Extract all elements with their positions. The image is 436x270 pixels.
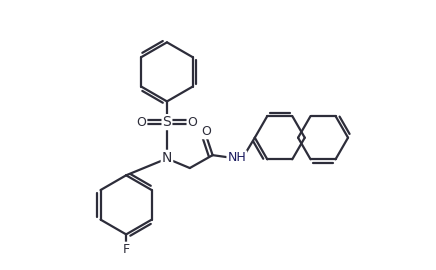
Text: F: F	[123, 243, 129, 256]
Text: O: O	[187, 116, 198, 129]
Text: N: N	[162, 151, 172, 165]
Text: O: O	[136, 116, 146, 129]
Text: S: S	[163, 115, 171, 129]
Text: O: O	[201, 125, 211, 138]
Text: NH: NH	[228, 151, 246, 164]
